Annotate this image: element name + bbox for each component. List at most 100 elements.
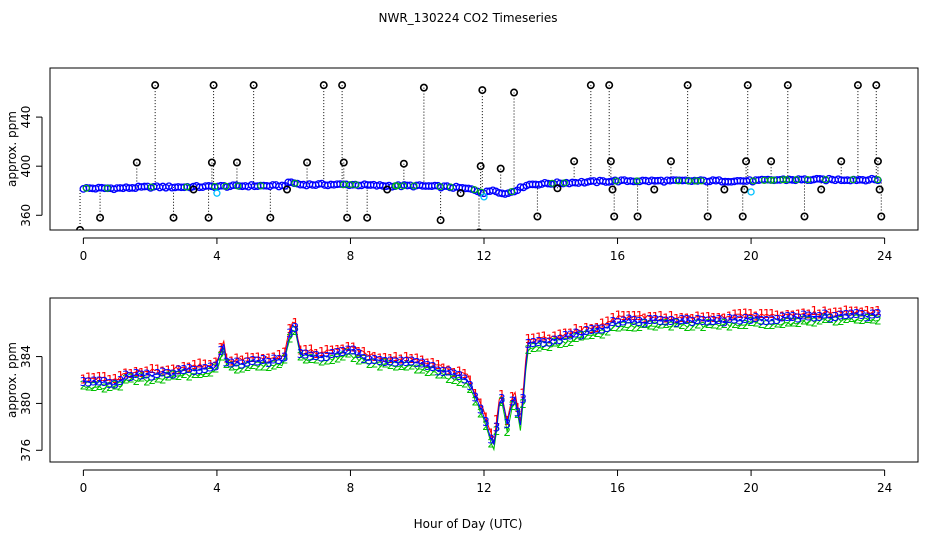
series-3-marker: 3 <box>175 364 183 378</box>
series-1-marker: 1 <box>387 352 395 366</box>
series-1-marker: 1 <box>556 327 564 341</box>
series-2-marker: 2 <box>148 373 156 387</box>
baseline-point-green <box>183 183 191 191</box>
series-1-marker: 1 <box>758 307 766 321</box>
y-tick-label: 376 <box>19 439 33 462</box>
series-1-marker: 1 <box>842 303 850 317</box>
series-2-marker: 2 <box>302 352 310 366</box>
baseline-point-green <box>399 182 407 190</box>
baseline-point-green <box>822 176 830 184</box>
series-3-marker: 3 <box>106 377 114 391</box>
outlier-point <box>283 185 292 194</box>
series-1-marker: 1 <box>577 324 585 338</box>
series-1-marker: 1 <box>826 307 834 321</box>
series-2-marker: 2 <box>615 320 623 334</box>
series-1-marker: 1 <box>731 307 739 321</box>
series-3-marker: 3 <box>80 375 88 389</box>
series-2-marker: 2 <box>424 365 432 379</box>
series-3-marker: 3 <box>662 314 670 328</box>
top-x-axis: 0 4 8 12 16 20 24 <box>80 237 892 263</box>
series-2-marker: 2 <box>620 320 628 334</box>
series-1-marker: 1 <box>344 340 352 354</box>
series-1-marker: 1 <box>525 332 533 346</box>
series-2-marker: 2 <box>593 326 601 340</box>
outlier-point <box>169 213 178 222</box>
series-2-marker: 2 <box>811 315 819 329</box>
series-1-marker: 1 <box>535 330 543 344</box>
y-tick-label: 384 <box>19 345 33 368</box>
series-2-marker: 2 <box>244 360 252 374</box>
series-3-marker: 3 <box>260 353 268 367</box>
outlier-point <box>800 212 809 221</box>
baseline-point-green <box>257 182 265 190</box>
series-1-marker: 1 <box>673 312 681 326</box>
series-1-marker: 1 <box>286 322 294 336</box>
series-3-marker: 3 <box>355 347 363 361</box>
series-1-marker: 1 <box>609 311 617 325</box>
series-2-marker: 2 <box>699 320 707 334</box>
series-3-marker: 3 <box>646 313 654 327</box>
series-2-marker: 2 <box>869 312 877 326</box>
series-3-marker: 3 <box>710 314 718 328</box>
series-3-marker: 3 <box>853 307 861 321</box>
series-3-marker: 3 <box>572 327 580 341</box>
series-2-marker: 2 <box>503 425 511 439</box>
baseline-point-green <box>783 176 791 184</box>
series-2-marker: 2 <box>445 372 453 386</box>
series-3-marker: 3 <box>588 323 596 337</box>
outlier-point <box>853 81 862 90</box>
series-1-marker: 1 <box>742 306 750 320</box>
series-1-marker: 1 <box>265 352 273 366</box>
baseline-point-green <box>692 177 700 185</box>
series-1-marker: 1 <box>450 366 458 380</box>
outlier-point <box>633 212 642 221</box>
series-3-marker: 3 <box>244 355 252 369</box>
series-3-marker: 3 <box>281 351 289 365</box>
baseline-point-green <box>749 177 757 185</box>
x-tick-label: 16 <box>610 249 625 263</box>
series-1-marker: 1 <box>498 388 506 402</box>
series-2-marker: 2 <box>164 370 172 384</box>
series-3-marker: 3 <box>604 321 612 335</box>
outlier-point <box>873 157 882 166</box>
series-2-marker: 2 <box>551 335 559 349</box>
top-panel-frame <box>49 67 919 231</box>
outlier-point <box>132 158 141 167</box>
series-2-marker: 2 <box>117 380 125 394</box>
outlier-point <box>570 157 579 166</box>
series-1-marker: 1 <box>736 307 744 321</box>
series-2-marker: 2 <box>281 353 289 367</box>
bottom-y-axis: 376 380 384 <box>19 345 43 462</box>
outlier-point <box>266 213 275 222</box>
series-3-marker: 3 <box>837 309 845 323</box>
series-1-marker: 1 <box>615 309 623 323</box>
series-3-marker: 3 <box>864 310 872 324</box>
baseline-point-green <box>234 182 242 190</box>
series-2-marker: 2 <box>540 339 548 353</box>
series-2-marker: 2 <box>710 318 718 332</box>
series-3-marker: 3 <box>705 315 713 329</box>
series-1-marker: 1 <box>456 365 464 379</box>
series-3-marker: 3 <box>249 354 257 368</box>
bottom-plot-area: 1111111111111111111111111111111111111111… <box>80 303 882 452</box>
series-2-marker: 2 <box>546 340 554 354</box>
series-3-marker: 3 <box>678 313 686 327</box>
series-1-marker: 1 <box>514 401 522 415</box>
series-2-marker: 2 <box>816 314 824 328</box>
series-2-marker: 2 <box>752 316 760 330</box>
outlier-point <box>436 216 445 225</box>
series-2-marker: 2 <box>456 375 464 389</box>
series-2-marker: 2 <box>429 365 437 379</box>
series-2-marker: 2 <box>223 357 231 371</box>
series-3-marker: 3 <box>736 313 744 327</box>
series-3-marker: 3 <box>832 310 840 324</box>
series-1-marker: 1 <box>127 367 135 381</box>
series-1-marker: 1 <box>445 363 453 377</box>
series-2-marker: 2 <box>350 351 358 365</box>
series-2-marker: 2 <box>80 378 88 392</box>
series-3-marker: 3 <box>779 311 787 325</box>
series-1-marker: 1 <box>106 373 114 387</box>
outlier-point <box>743 81 752 90</box>
series-1-marker: 1 <box>864 304 872 318</box>
